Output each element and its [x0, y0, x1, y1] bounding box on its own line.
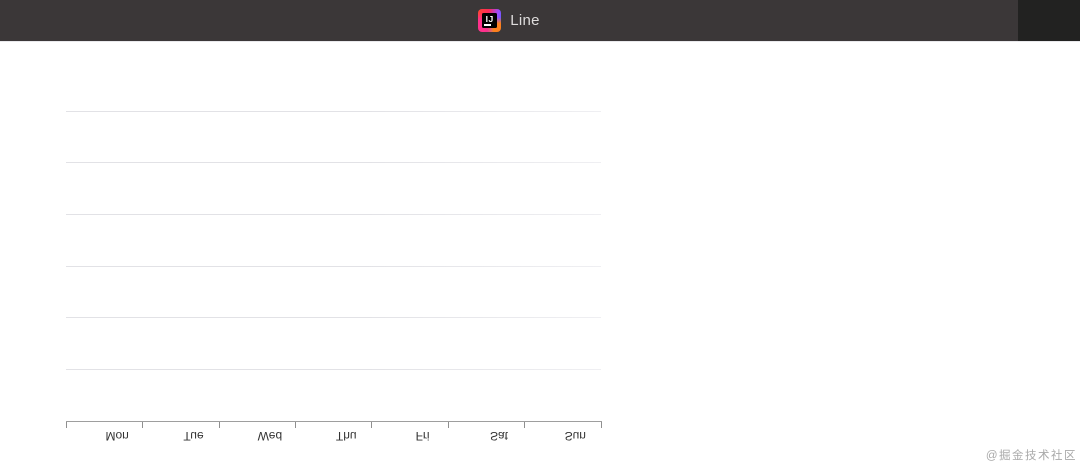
x-axis-label-sat: Sat: [489, 429, 508, 443]
x-axis-label-sun: Sun: [564, 429, 586, 443]
x-axis-label-tue: Tue: [183, 429, 204, 443]
x-axis-label-wed: Wed: [257, 429, 283, 443]
titlebar-right-strip: [1018, 0, 1080, 41]
window-title: Line: [510, 12, 540, 29]
juejin-watermark: @掘金技术社区: [985, 450, 1077, 462]
y-gridline: [66, 110, 601, 112]
y-gridline: [66, 317, 601, 319]
y-gridline: [66, 265, 601, 267]
window-titlebar: IJ Line: [0, 0, 1080, 41]
x-axis-tick: [371, 421, 373, 428]
line-chart-canvas[interactable]: Mon Tue Wed Thu Fri Sat Sun: [0, 42, 1080, 469]
y-gridline: [66, 368, 601, 370]
x-axis-label-fri: Fri: [415, 429, 430, 443]
intellij-icon-inner-square: IJ: [482, 13, 498, 28]
titlebar-content: IJ Line: [0, 0, 1018, 41]
intellij-icon-monogram: IJ: [485, 13, 494, 24]
y-gridline: [66, 213, 601, 215]
x-axis-line: [66, 420, 602, 422]
x-axis-tick: [66, 421, 67, 428]
x-axis-label-thu: Thu: [335, 429, 357, 443]
x-axis-tick: [218, 421, 220, 428]
x-axis-tick: [447, 421, 449, 428]
x-axis-tick: [600, 421, 602, 428]
intellij-idea-icon: IJ: [478, 9, 502, 32]
x-axis-label-mon: Mon: [105, 429, 129, 443]
x-axis-tick: [142, 421, 144, 428]
y-gridline: [66, 162, 601, 164]
titlebar-bottom-hairline: [0, 41, 1080, 42]
x-axis-tick: [524, 421, 526, 428]
intellij-icon-underline: [484, 24, 492, 26]
x-axis-tick: [295, 421, 297, 428]
